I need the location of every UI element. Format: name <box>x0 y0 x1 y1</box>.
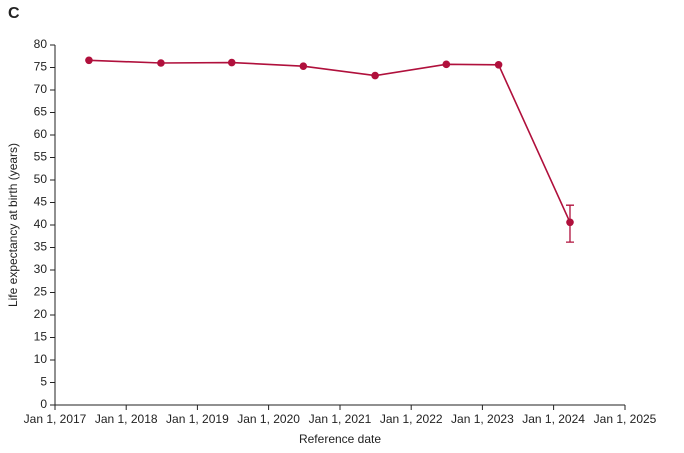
x-tick-label: Jan 1, 2022 <box>380 412 443 426</box>
point <box>442 60 451 69</box>
point <box>371 71 379 80</box>
point <box>85 56 93 65</box>
y-tick-label: 65 <box>34 105 48 119</box>
y-tick-label: 0 <box>40 397 47 411</box>
line <box>88 59 571 223</box>
point <box>299 62 308 70</box>
point <box>157 59 165 67</box>
x-tick-label: Jan 1, 2021 <box>309 412 372 426</box>
x-tick-label: Jan 1, 2023 <box>451 412 514 426</box>
y-tick-label: 30 <box>34 262 48 276</box>
y-tick-label: 60 <box>34 127 48 141</box>
x-tick-label: Jan 1, 2024 <box>522 412 585 426</box>
x-tick-label: Jan 1, 2018 <box>95 412 158 426</box>
y-tick-label: 25 <box>34 285 48 299</box>
x-axis-label: Reference date <box>299 432 381 446</box>
y-tick-label: 10 <box>34 352 48 366</box>
point <box>494 61 503 69</box>
y-tick-label: 35 <box>34 240 48 254</box>
y-tick-label: 70 <box>34 82 48 96</box>
y-tick-label: 5 <box>40 375 47 389</box>
y-tick-label: 15 <box>34 330 48 344</box>
y-tick-label: 55 <box>34 150 48 164</box>
chart-title: C <box>8 5 20 22</box>
point <box>227 58 236 67</box>
y-axis-label: Life expectancy at birth (years) <box>6 143 20 307</box>
y-tick-label: 45 <box>34 195 48 209</box>
point <box>566 218 574 227</box>
y-tick-label: 40 <box>34 217 48 231</box>
x-tick-label: Jan 1, 2019 <box>166 412 229 426</box>
y-tick-label: 75 <box>34 60 48 74</box>
x-tick-label: Jan 1, 2020 <box>237 412 300 426</box>
y-tick-label: 20 <box>34 307 48 321</box>
x-tick-label: Jan 1, 2017 <box>24 412 87 426</box>
y-tick-label: 80 <box>34 37 48 51</box>
x-tick-label: Jan 1, 2025 <box>594 412 657 426</box>
y-tick-label: 50 <box>34 172 48 186</box>
